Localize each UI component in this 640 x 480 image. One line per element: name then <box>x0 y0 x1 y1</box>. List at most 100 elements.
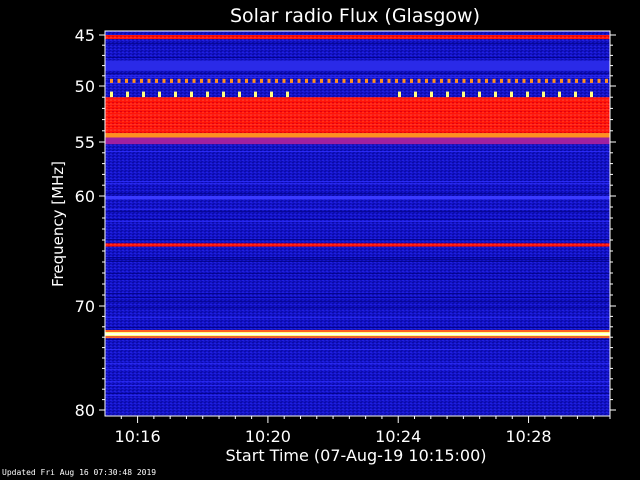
band-dot <box>305 78 308 83</box>
texture-line <box>105 349 610 350</box>
band-dot <box>537 78 541 83</box>
band-dot <box>142 91 145 98</box>
band-dot <box>174 91 177 98</box>
band-dot <box>252 78 256 83</box>
band-dot <box>515 78 518 83</box>
band-dot <box>170 78 173 83</box>
band-dot <box>462 78 466 83</box>
band-dot <box>117 78 121 83</box>
band-dot <box>567 78 571 83</box>
band-dot <box>582 78 586 83</box>
band-dot <box>395 78 398 83</box>
band-dot <box>200 78 203 83</box>
texture-line <box>105 219 610 220</box>
band-dot <box>110 91 113 98</box>
y-tick-label: 55 <box>75 133 95 152</box>
texture-line <box>105 221 610 222</box>
band-dot <box>552 78 556 83</box>
y-axis-label: Frequency [MHz] <box>49 161 67 287</box>
band-dot <box>335 78 338 83</box>
texture-line <box>105 301 610 302</box>
texture-line <box>105 395 610 396</box>
texture-line <box>105 257 610 258</box>
texture-line <box>105 327 610 328</box>
band-dot <box>320 78 323 83</box>
texture-line <box>105 259 610 260</box>
band-dot <box>447 78 451 83</box>
texture-line <box>105 393 610 394</box>
band-7 <box>105 196 610 200</box>
x-tick-label: 10:16 <box>115 427 161 446</box>
band-dot <box>275 78 278 83</box>
texture-line <box>105 211 610 212</box>
band-dot <box>357 78 361 83</box>
band-streak <box>105 124 610 126</box>
plot-border <box>104 30 611 417</box>
band-dot <box>222 78 226 83</box>
band-0 <box>105 35 610 40</box>
band-dot <box>260 78 263 83</box>
texture-line <box>105 261 610 262</box>
band-dot <box>387 78 391 83</box>
band-streak <box>105 129 610 131</box>
x-tick-label: 10:28 <box>505 427 551 446</box>
plot-background <box>105 31 610 416</box>
band-dot <box>238 91 241 98</box>
band-dot <box>507 78 511 83</box>
band-5 <box>105 133 610 138</box>
band-dot <box>477 78 481 83</box>
band-dot <box>560 78 563 83</box>
band-dot <box>414 91 417 98</box>
band-dot <box>125 78 128 83</box>
band-dot <box>380 78 383 83</box>
texture-line <box>105 151 610 152</box>
band-dot <box>327 78 331 83</box>
texture-line <box>105 77 610 78</box>
texture-line <box>105 273 610 274</box>
y-tick-label: 60 <box>75 187 95 206</box>
texture-line <box>105 57 610 58</box>
texture-line <box>105 385 610 386</box>
band-dot <box>597 78 601 83</box>
band-dot <box>545 78 548 83</box>
band-streak <box>105 99 610 101</box>
band-dot <box>190 91 193 98</box>
texture-line <box>105 75 610 76</box>
band-dot <box>398 91 401 98</box>
band-dot <box>440 78 443 83</box>
band-dot <box>215 78 218 83</box>
band-dot <box>510 91 513 98</box>
x-axis-label: Start Time (07-Aug-19 10:15:00) <box>226 446 487 465</box>
band-streak <box>105 104 610 106</box>
band-dot <box>522 78 526 83</box>
band-dot <box>342 78 346 83</box>
band-dot <box>365 78 368 83</box>
band-dot <box>185 78 188 83</box>
band-dot <box>312 78 316 83</box>
x-tick-label: 10:20 <box>245 427 291 446</box>
y-axis: 45 50 55 60 70 80 <box>75 26 616 420</box>
band-dot <box>530 78 533 83</box>
band-dot <box>177 78 181 83</box>
texture-line <box>105 317 610 318</box>
texture-line <box>105 239 610 240</box>
band-streak <box>105 109 610 111</box>
texture-line <box>105 279 610 280</box>
band-6 <box>105 137 610 145</box>
texture-line <box>105 293 610 294</box>
band-edge <box>105 330 610 332</box>
band-dot <box>605 78 608 83</box>
band-dot <box>350 78 353 83</box>
y-tick-label: 45 <box>75 26 95 45</box>
band-dot <box>402 78 406 83</box>
band-dot <box>132 78 136 83</box>
texture-line <box>105 381 610 382</box>
band-dot <box>140 78 143 83</box>
band-dot <box>270 91 273 98</box>
band-dot <box>222 91 225 98</box>
band-8 <box>105 243 610 247</box>
band-dot <box>590 78 593 83</box>
band-dot <box>230 78 233 83</box>
band-dot <box>192 78 196 83</box>
band-dot <box>485 78 488 83</box>
